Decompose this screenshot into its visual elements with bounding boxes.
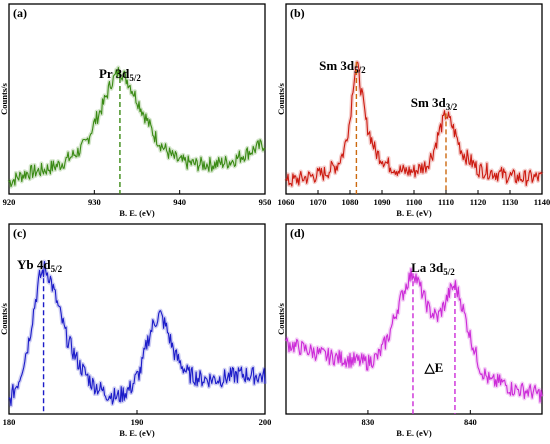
- y-axis-label: Counts/s: [0, 82, 9, 114]
- series-line: [285, 268, 543, 403]
- chart-panel-b: Sm 3d5/2 Sm 3d3/2 1060 1070 1080 1090 1100 1110…: [276, 3, 550, 218]
- x-tick-label: 930: [88, 197, 101, 207]
- series-line: [8, 66, 266, 188]
- peak-label: Sm 3d5/2: [319, 58, 366, 75]
- x-tick-label: 1070: [310, 197, 327, 207]
- delta-e-annotation: △E: [424, 360, 444, 375]
- x-axis-label: B. E. (eV): [119, 428, 155, 438]
- y-axis-label: Counts/s: [0, 302, 9, 334]
- x-tick-label: 190: [131, 417, 144, 427]
- chart-panel-c: Yb 4d5/2 180 190 200 B. E. (eV) Counts/s (c): [0, 223, 272, 438]
- series-glow: [284, 266, 544, 405]
- series-line: [285, 61, 543, 187]
- y-axis-label: Counts/s: [276, 82, 286, 114]
- x-tick-label: 830: [362, 417, 375, 427]
- x-tick-label: 200: [259, 417, 272, 427]
- x-tick-label: 1130: [502, 197, 519, 207]
- chart-panel-a: Pr 3d5/2 920 930 940 950 B. E. (eV) Counts/s (a…: [0, 3, 272, 218]
- x-tick-label: 950: [259, 197, 272, 207]
- x-axis-label: B. E. (eV): [396, 428, 432, 438]
- peak-label: Sm 3d3/2: [411, 95, 458, 112]
- panel-frame: [8, 223, 266, 415]
- series-glow: [7, 259, 267, 408]
- chart-panel-d: La 3d5/2 △E 830 840 B. E. (eV) Counts/s (d): [276, 223, 544, 438]
- panel-tag: (a): [13, 6, 27, 20]
- peak-label: La 3d5/2: [411, 260, 455, 277]
- peak-label: Pr 3d5/2: [99, 66, 141, 83]
- x-axis-label: B. E. (eV): [396, 208, 432, 218]
- panel-tag: (c): [13, 226, 26, 240]
- peak-label: Yb 4d5/2: [17, 257, 63, 274]
- x-tick-label: 840: [464, 417, 477, 427]
- x-tick-label: 920: [3, 197, 16, 207]
- x-tick-label: 1110: [438, 197, 454, 207]
- x-tick-label: 1090: [374, 197, 391, 207]
- x-tick-label: 1140: [534, 197, 550, 207]
- panel-tag: (b): [290, 6, 305, 20]
- panel-frame: [285, 223, 543, 415]
- x-tick-label: 1100: [406, 197, 423, 207]
- y-axis-label: Counts/s: [276, 302, 286, 334]
- x-tick-label: 180: [3, 417, 16, 427]
- series-line: [8, 261, 266, 407]
- x-tick-label: 1060: [278, 197, 295, 207]
- panel-frame: [8, 3, 266, 195]
- panel-tag: (d): [290, 226, 305, 240]
- x-tick-label: 1080: [342, 197, 359, 207]
- x-tick-label: 940: [173, 197, 186, 207]
- x-tick-label: 1120: [470, 197, 487, 207]
- x-axis-label: B. E. (eV): [119, 208, 155, 218]
